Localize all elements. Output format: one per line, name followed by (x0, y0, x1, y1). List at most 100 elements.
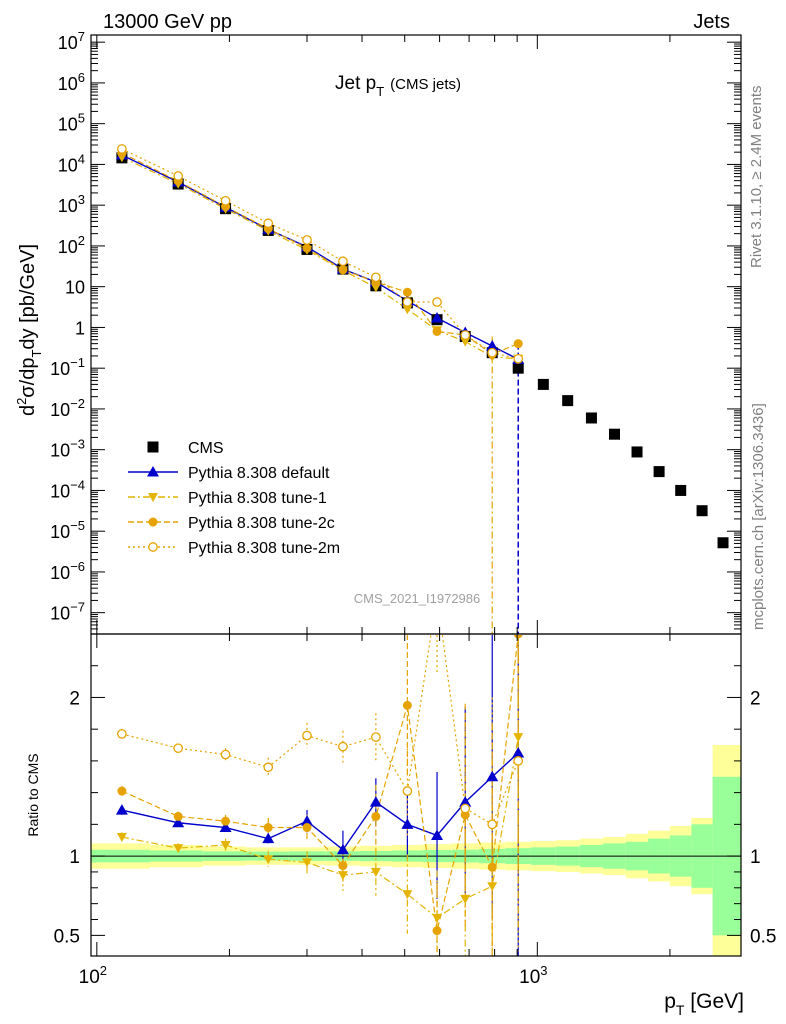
legend-marker-pythia-8-308-tune-2m (148, 542, 158, 552)
ratio-point-pythia-8-308-tune-2c (338, 861, 348, 871)
main-point-cms (537, 378, 549, 390)
ratio-point-pythia-8-308-default (115, 804, 128, 815)
main-point-pythia-8-308-tune-1 (402, 305, 413, 315)
ratio-point-pythia-8-308-tune-2m (338, 741, 348, 752)
ratio-point-pythia-8-308-default (431, 829, 444, 840)
main-point-pythia-8-308-tune-2c (338, 265, 348, 275)
y-tick-label: 10−4 (50, 477, 85, 501)
legend-label-pythia-8-308-default: Pythia 8.308 default (188, 465, 330, 482)
ratio-point-pythia-8-308-tune-1 (432, 913, 443, 923)
main-point-pythia-8-308-tune-2c (513, 339, 523, 349)
y-tick-label: 105 (58, 111, 85, 135)
y-tick-label: 10−7 (50, 600, 85, 624)
ratio-series-lines (121, 635, 519, 956)
axis-ticks (91, 35, 741, 956)
main-point-pythia-8-308-tune-2m (487, 347, 498, 358)
ratio-point-pythia-8-308-tune-2m (173, 743, 184, 754)
ratio-point-pythia-8-308-default (486, 770, 499, 782)
y-tick-label: 10 (65, 278, 85, 298)
y-tick-label: 1 (75, 318, 85, 338)
main-point-pythia-8-308-tune-2m (338, 256, 348, 267)
legend-marker-pythia-8-308-tune-2c (148, 517, 158, 527)
y-tick-label: 10−6 (50, 559, 85, 583)
main-point-pythia-8-308-tune-2m (432, 297, 442, 307)
main-point-pythia-8-308-tune-1 (460, 337, 471, 347)
y-tick-label: 10−1 (50, 355, 85, 379)
main-point-cms (562, 395, 574, 407)
ratio-point-pythia-8-308-default (300, 815, 313, 826)
ratio-line-pythia-8-308-default (121, 752, 519, 851)
main-line-pythia-8-308-tune-2m (121, 148, 519, 360)
ratio-point-pythia-8-308-tune-2c (117, 786, 127, 796)
ratio-axis-label: Ratio to CMS (25, 753, 41, 836)
main-point-pythia-8-308-tune-2m (263, 218, 274, 229)
main-series-markers (115, 144, 729, 549)
header-right: Jets (693, 11, 730, 33)
header-left: 13000 GeV pp (103, 11, 232, 33)
ratio-point-pythia-8-308-tune-1 (263, 855, 274, 865)
legend-label-pythia-8-308-tune-1: Pythia 8.308 tune-1 (188, 490, 327, 507)
y-tick-label: 10−3 (50, 437, 85, 461)
main-point-pythia-8-308-default (486, 340, 499, 351)
x-axis-label: pT [GeV] (664, 990, 744, 1018)
ratio-point-pythia-8-308-tune-1 (173, 844, 184, 854)
legend: CMS Pythia 8.308 default Pythia 8.308 tune… (128, 440, 340, 557)
legend-label-pythia-8-308-tune-2c: Pythia 8.308 tune-2c (188, 515, 335, 532)
ratio-series-markers (115, 635, 525, 936)
ratio-point-pythia-8-308-tune-2m (402, 786, 413, 796)
main-point-cms (631, 446, 643, 458)
ratio-point-pythia-8-308-tune-2c (487, 862, 497, 872)
y-tick-label: 103 (58, 192, 85, 216)
main-point-cms (717, 537, 729, 549)
main-point-pythia-8-308-tune-2m (460, 330, 471, 340)
ratio-point-pythia-8-308-default (459, 796, 472, 807)
main-point-pythia-8-308-tune-2m (302, 235, 312, 245)
ratio-point-pythia-8-308-tune-2m (460, 803, 471, 814)
ratio-point-pythia-8-308-tune-1 (460, 894, 471, 904)
x-tick-label: 102 (79, 963, 107, 988)
main-point-pythia-8-308-tune-2c (302, 243, 312, 253)
ratio-point-pythia-8-308-tune-2m (117, 729, 127, 739)
ratio-point-pythia-8-308-tune-1 (220, 840, 231, 850)
main-point-pythia-8-308-tune-2m (173, 171, 184, 181)
ratio-point-pythia-8-308-tune-2m (220, 749, 231, 760)
ratio-point-pythia-8-308-tune-2c (173, 811, 183, 821)
ratio-point-pythia-8-308-default (369, 796, 382, 807)
plot-title: Jet pT (CMS jets) (335, 73, 461, 99)
y-axis-label: d2σ/dpTdy [pb/GeV] (14, 244, 44, 416)
ratio-line-pythia-8-308-tune-2m (121, 635, 519, 826)
ratio-point-pythia-8-308-tune-1 (513, 733, 524, 743)
legend-label-cms: CMS (188, 440, 224, 457)
main-point-pythia-8-308-tune-2m (371, 272, 381, 283)
ratio-point-pythia-8-308-tune-2c (432, 926, 442, 936)
main-point-pythia-8-308-tune-2m (513, 353, 524, 364)
main-series-lines (121, 148, 519, 634)
main-point-cms (609, 428, 621, 440)
main-point-pythia-8-308-default (431, 312, 444, 323)
ratio-y-tick-label: 1 (750, 847, 761, 868)
legend-label-pythia-8-308-tune-2m: Pythia 8.308 tune-2m (188, 540, 340, 557)
ratio-point-pythia-8-308-tune-1 (337, 871, 348, 881)
ratio-line-pythia-8-308-tune-2c (121, 635, 519, 931)
ratio-frame (90, 633, 742, 957)
ratio-point-pythia-8-308-default (512, 746, 525, 758)
ratio-point-pythia-8-308-tune-2c (302, 823, 312, 833)
ratio-point-pythia-8-308-tune-2m (302, 730, 312, 741)
ratio-y-tick-label: 0.5 (750, 926, 776, 947)
ratio-point-pythia-8-308-tune-1 (116, 833, 127, 843)
legend-marker-pythia-8-308-tune-1 (148, 493, 158, 502)
ratio-y-tick-label: 2 (750, 688, 761, 709)
main-point-cms (585, 412, 597, 424)
ratio-point-pythia-8-308-tune-2c (371, 811, 381, 821)
ratio-point-pythia-8-308-tune-2c (221, 816, 231, 826)
main-point-cms (653, 466, 665, 478)
legend-marker-cms (147, 441, 159, 453)
ratio-point-pythia-8-308-tune-2m (487, 819, 498, 830)
ratio-y-tick-label: 0.5 (54, 926, 80, 947)
side-label-mcplots: mcplots.cern.ch [arXiv:1306.3436] (750, 403, 767, 630)
legend-marker-pythia-8-308-default (147, 466, 159, 477)
ratio-point-pythia-8-308-tune-1 (402, 890, 413, 900)
ratio-point-pythia-8-308-tune-2m (513, 756, 524, 766)
ratio-point-pythia-8-308-default (262, 832, 275, 844)
y-tick-label: 107 (58, 29, 85, 53)
